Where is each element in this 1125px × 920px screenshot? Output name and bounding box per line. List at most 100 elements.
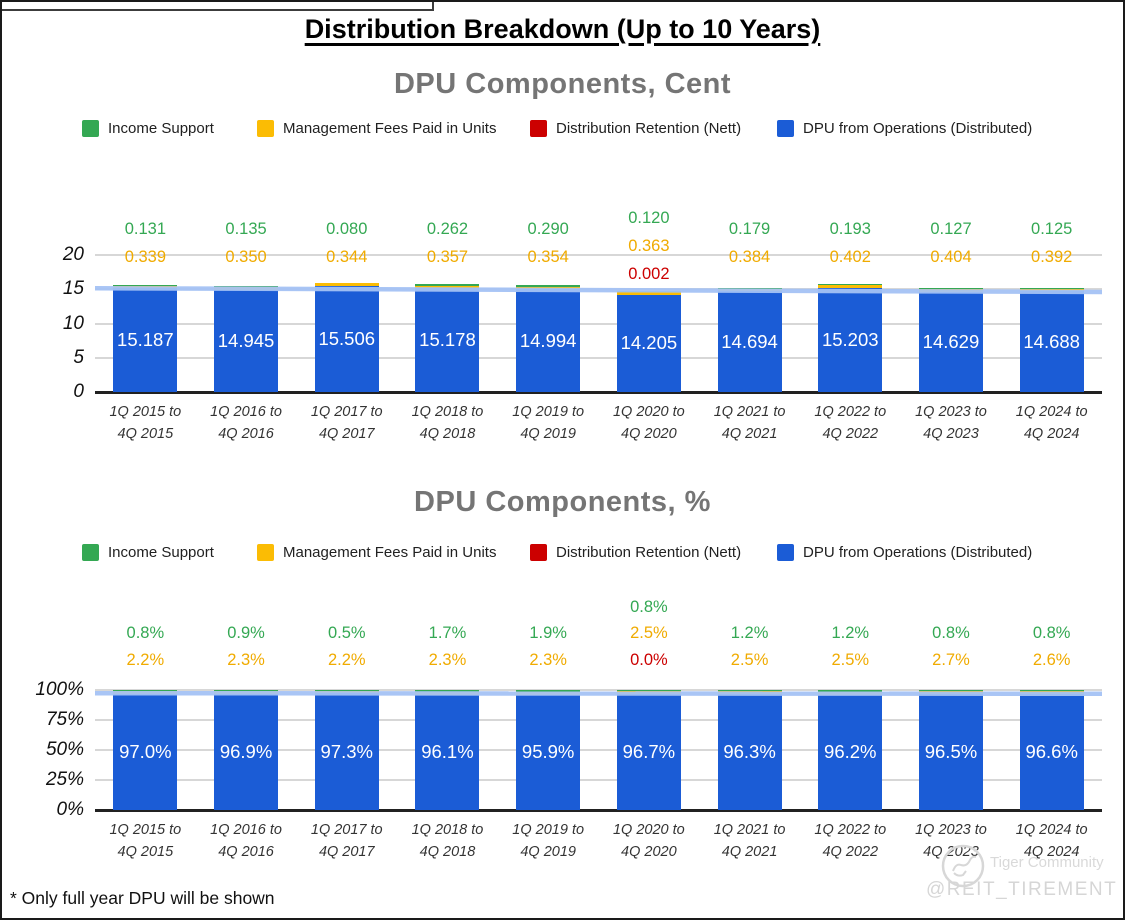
bar-stack: 15.506 (314, 282, 379, 392)
bar-column: 0.131 0.339 15.187 (95, 187, 196, 392)
legend-label: Management Fees Paid in Units (283, 119, 497, 137)
bar-value-label: 95.9% (521, 741, 575, 763)
legend-item-dpu-operations: DPU from Operations (Distributed) (777, 542, 1032, 562)
dpu-operations-swatch-icon (777, 543, 794, 561)
bar-value-label: 14.629 (922, 330, 980, 352)
value-label-income-support: 0.8% (932, 624, 970, 642)
value-label-income-support: 1.2% (831, 624, 870, 642)
bar-segment-dpu-from-operations-distributed: 14.694 (717, 291, 782, 392)
bar-segment-dpu-from-operations-distributed: 96.2% (818, 694, 883, 810)
value-label-management-fees-paid-in-units: 2.7% (932, 651, 970, 669)
x-axis-label: 1Q 2019 to 4Q 2019 (512, 822, 585, 861)
legend-label: Distribution Retention (Nett) (556, 543, 742, 561)
value-label-income-support: 0.193 (829, 220, 871, 238)
x-axis-label: 1Q 2018 to 4Q 2018 (411, 404, 484, 443)
bar-column: 0.262 0.357 15.178 (397, 187, 498, 392)
x-axis-label: 1Q 2020 to 4Q 2020 (612, 404, 685, 443)
dpu-operations-swatch-icon (777, 119, 794, 137)
bar-stack: 14.205 (616, 291, 681, 392)
bar-segment-dpu-from-operations-distributed: 96.7% (616, 693, 681, 810)
value-label-management-fees-paid-in-units: 2.3% (428, 651, 467, 669)
value-label-income-support: 0.8% (126, 624, 165, 642)
bar-value-label: 14.994 (519, 329, 577, 351)
value-label-income-support: 0.131 (124, 220, 166, 238)
x-axis-line (95, 809, 1102, 812)
bar-segment-dpu-from-operations-distributed: 15.203 (818, 287, 883, 392)
bar-segment-income-support (415, 283, 480, 286)
bar-value-label: 15.187 (117, 328, 174, 350)
x-axis-labels: 1Q 2015 to 4Q 2015 1Q 2016 to 4Q 2016 1Q 201… (95, 401, 1102, 446)
y-axis-tick-label: 10 (62, 312, 84, 334)
value-label-management-fees-paid-in-units: 0.384 (728, 248, 771, 266)
value-label-income-support: 0.9% (227, 624, 265, 642)
value-label-income-support: 0.8% (1032, 624, 1071, 642)
x-axis-label: 1Q 2015 to 4Q 2015 (109, 404, 182, 443)
bar-segment-dpu-from-operations-distributed: 96.3% (717, 694, 782, 810)
bar-stack: 97.0% (113, 690, 178, 810)
x-axis-label: 1Q 2022 to 4Q 2022 (814, 822, 887, 861)
legend-item-distribution-retention: Distribution Retention (Nett) (530, 118, 741, 138)
bar-value-label: 96.9% (219, 740, 273, 762)
bar-stack: 96.5% (918, 690, 983, 810)
y-axis-tick-label: 75% (45, 709, 84, 730)
distribution-retention-swatch-icon (530, 543, 547, 561)
legend-item-income-support: Income Support (82, 542, 214, 562)
bar-segment-income-support (214, 689, 279, 691)
value-label-income-support: 0.262 (426, 220, 469, 238)
bar-segment-dpu-from-operations-distributed: 14.688 (1019, 291, 1084, 392)
bar-stack: 14.694 (717, 287, 782, 392)
bar-value-label: 15.203 (821, 328, 879, 350)
y-axis-tick-label: 100% (35, 679, 84, 700)
bar-column: 0.125 0.392 14.688 (1001, 187, 1102, 392)
legend-cent: Income Support Management Fees Paid in U… (2, 118, 1123, 140)
bars-row: 0.131 0.339 15.187 0.135 0.350 14.945 0.080 0.3… (95, 187, 1102, 392)
bar-stack: 14.688 (1019, 287, 1084, 392)
x-axis-label: 1Q 2021 to 4Q 2021 (713, 822, 786, 861)
bar-stack: 15.203 (818, 283, 883, 392)
bar-stack: 14.994 (516, 284, 581, 392)
legend-percent: Income Support Management Fees Paid in U… (2, 542, 1123, 564)
management-fees-swatch-icon (257, 543, 274, 561)
value-label-income-support: 0.8% (630, 598, 668, 616)
bar-segment-income-support (1019, 690, 1084, 691)
bar-segment-dpu-from-operations-distributed: 96.1% (415, 694, 480, 810)
bar-segment-dpu-from-operations-distributed: 14.629 (918, 291, 983, 392)
bar-stack: 15.178 (415, 283, 480, 392)
dpu-cent-chart: 20 15 10 5 0 0.131 0.339 15.187 0.135 0.350 14.945… (2, 187, 1123, 455)
bar-column: 0.080 0.344 15.506 (296, 187, 397, 392)
bar-stack: 15.187 (113, 284, 178, 392)
bar-column: 1.9% 2.3% 95.9% (498, 587, 599, 810)
x-axis-label: 1Q 2023 to 4Q 2023 (915, 822, 987, 861)
bar-column: 0.120 0.363 0.002 14.205 (599, 187, 700, 392)
bars-row: 0.8% 2.2% 97.0% 0.9% 2.3% 96.9% 0.5% 2.2% 97.3% 1… (95, 587, 1102, 810)
x-axis-label: 1Q 2024 to 4Q 2024 (1015, 404, 1088, 443)
value-label-income-support: 0.127 (930, 220, 972, 238)
value-label-management-fees-paid-in-units: 0.344 (326, 248, 368, 266)
bar-stack: 97.3% (314, 690, 379, 810)
legend-label: Management Fees Paid in Units (283, 543, 497, 561)
gridline (95, 254, 1102, 256)
top-border-tick (432, 2, 434, 11)
value-label-management-fees-paid-in-units: 2.2% (126, 651, 165, 669)
bar-segment-dpu-from-operations-distributed: 96.5% (918, 694, 983, 810)
bar-segment-dpu-from-operations-distributed: 15.506 (314, 285, 379, 392)
income-support-swatch-icon (82, 543, 99, 561)
bar-column: 0.5% 2.2% 97.3% (296, 587, 397, 810)
bar-segment-dpu-from-operations-distributed: 14.994 (516, 289, 581, 392)
management-fees-swatch-icon (257, 119, 274, 137)
x-axis-label: 1Q 2016 to 4Q 2016 (210, 822, 282, 861)
value-label-distribution-retention-nett: 0.002 (628, 265, 670, 283)
bar-segment-dpu-from-operations-distributed: 15.178 (415, 288, 480, 392)
x-axis-label: 1Q 2024 to 4Q 2024 (1015, 822, 1088, 861)
gridline (95, 779, 1102, 781)
bar-column: 0.8% 2.5% 0.0% 96.7% (599, 587, 700, 810)
bar-segment-dpu-from-operations-distributed: 95.9% (516, 694, 581, 810)
bar-value-label: 96.7% (622, 740, 676, 762)
bar-column: 0.8% 2.2% 97.0% (95, 587, 196, 810)
y-axis-tick-label: 5 (73, 346, 84, 368)
gridline (95, 322, 1102, 325)
value-label-management-fees-paid-in-units: 2.5% (831, 651, 870, 669)
y-axis-tick-label: 0% (56, 799, 84, 820)
bar-column: 0.8% 2.6% 96.6% (1001, 587, 1102, 810)
bar-column: 0.127 0.404 14.629 (901, 187, 1002, 392)
